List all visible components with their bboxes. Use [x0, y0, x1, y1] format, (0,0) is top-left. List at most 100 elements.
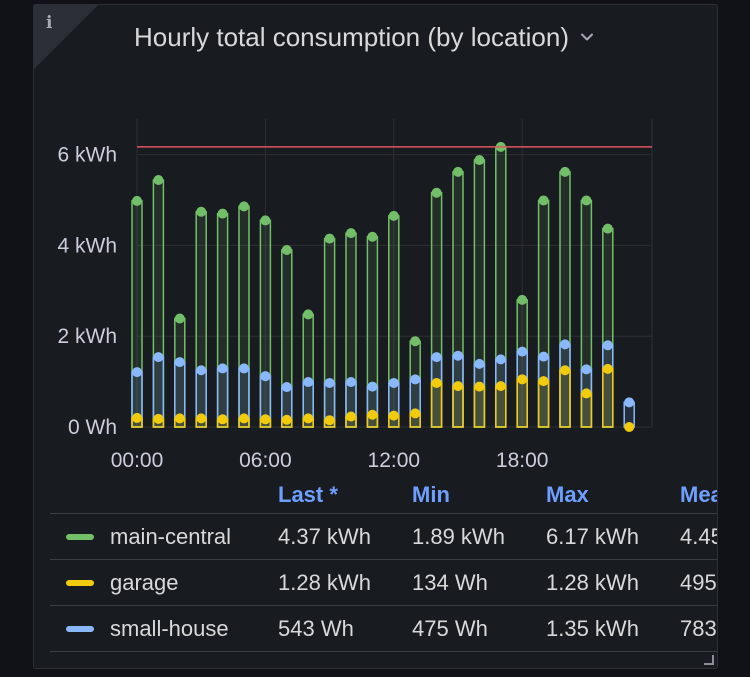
point-main-central	[303, 309, 314, 320]
bar-garage	[602, 368, 614, 428]
point-small-house	[474, 358, 485, 369]
legend-value-last: 543 Wh	[278, 615, 354, 641]
point-main-central	[453, 166, 463, 177]
point-main-central	[196, 206, 207, 217]
point-main-central	[324, 233, 335, 244]
point-main-central	[410, 336, 421, 347]
legend-header-min[interactable]: Min	[412, 482, 450, 507]
point-garage	[153, 413, 164, 424]
bar-chart: 0 Wh 2 kWh 4 kWh 6 kWh 00:00 06:00 12:00 18:00	[57, 119, 653, 472]
legend-header-row: Last * Min Max Mean	[50, 477, 717, 513]
point-main-central	[538, 195, 549, 206]
legend-series: small-house	[50, 616, 278, 642]
x-tick-label: 06:00	[239, 449, 292, 472]
legend-label[interactable]: garage	[110, 569, 179, 595]
point-small-house	[132, 367, 142, 378]
point-main-central	[239, 201, 249, 212]
point-garage	[431, 377, 442, 388]
legend-swatch-small-house	[66, 625, 94, 632]
legend-value-mean: 495 Wh	[680, 569, 717, 595]
point-garage	[132, 412, 142, 423]
bar-garage	[559, 369, 571, 428]
point-garage	[196, 413, 207, 424]
panel-header[interactable]: Hourly total consumption (by location)	[134, 21, 595, 53]
point-small-house	[281, 382, 292, 393]
point-garage	[388, 410, 399, 421]
panel: i Hourly total consumption (by location)…	[33, 4, 718, 669]
legend-series: garage	[50, 570, 278, 596]
legend-value-max: 1.28 kWh	[546, 569, 639, 595]
legend-value-last: 1.28 kWh	[278, 569, 371, 595]
y-tick-label: 6 kWh	[57, 144, 117, 167]
point-garage	[281, 414, 292, 425]
resize-handle-icon[interactable]	[704, 655, 714, 665]
point-small-house	[153, 352, 164, 363]
point-main-central	[367, 231, 378, 242]
point-small-house	[581, 364, 592, 375]
point-garage	[495, 381, 506, 392]
point-main-central	[153, 175, 164, 186]
legend-header-last[interactable]: Last *	[278, 482, 338, 507]
legend-series: main-central	[50, 524, 278, 550]
point-main-central	[581, 195, 592, 206]
bar-garage	[430, 382, 443, 428]
info-icon[interactable]: i	[46, 13, 53, 33]
point-garage	[260, 414, 271, 425]
point-main-central	[132, 195, 142, 206]
bar-garage	[580, 392, 593, 428]
legend-row-garage[interactable]: garage 1.28 kWh 134 Wh 1.28 kWh 495 Wh	[50, 559, 717, 605]
point-main-central	[260, 215, 271, 226]
panel-title[interactable]: Hourly total consumption (by location)	[134, 21, 569, 52]
point-garage	[517, 374, 528, 385]
point-main-central	[474, 155, 485, 166]
point-garage	[410, 408, 421, 419]
point-garage	[174, 413, 185, 424]
point-small-house	[410, 374, 421, 385]
point-garage	[324, 415, 335, 426]
info-corner[interactable]	[34, 5, 98, 69]
legend-value-mean: 4.45 kWh	[680, 523, 717, 549]
point-garage	[624, 422, 635, 432]
point-garage	[560, 365, 570, 376]
legend-header-mean[interactable]: Mean	[680, 482, 717, 507]
point-small-house	[538, 351, 549, 362]
point-small-house	[560, 339, 570, 350]
x-tick-label: 12:00	[368, 449, 421, 472]
point-small-house	[196, 365, 207, 376]
legend-value-mean: 783 Wh	[680, 615, 717, 641]
point-small-house	[239, 363, 249, 374]
legend-value-min: 134 Wh	[412, 569, 488, 595]
legend-value-min: 1.89 kWh	[412, 523, 505, 549]
legend-row-main-central[interactable]: main-central 4.37 kWh 1.89 kWh 6.17 kWh …	[50, 513, 717, 559]
point-main-central	[602, 223, 613, 234]
point-small-house	[517, 346, 528, 357]
point-small-house	[388, 377, 399, 388]
legend-table: Last * Min Max Mean main-central 4.37 kW…	[50, 477, 717, 652]
legend-swatch-garage	[66, 579, 94, 586]
point-garage	[602, 363, 613, 374]
point-main-central	[346, 228, 356, 239]
point-small-house	[453, 350, 463, 361]
legend-label[interactable]: small-house	[110, 615, 229, 641]
point-garage	[538, 376, 549, 387]
x-tick-label: 18:00	[496, 449, 549, 472]
point-main-central	[388, 210, 399, 221]
legend-row-small-house[interactable]: small-house 543 Wh 475 Wh 1.35 kWh 783 W…	[50, 605, 717, 652]
point-garage	[581, 388, 592, 399]
point-small-house	[260, 371, 271, 382]
chevron-down-icon[interactable]	[579, 29, 595, 45]
point-garage	[474, 381, 485, 392]
legend-swatch-main-central	[66, 533, 94, 540]
point-main-central	[560, 166, 570, 177]
point-garage	[346, 411, 356, 422]
point-small-house	[431, 352, 442, 363]
point-main-central	[431, 187, 442, 198]
point-small-house	[624, 397, 635, 408]
point-garage	[453, 381, 463, 392]
point-small-house	[495, 354, 506, 365]
bar-garage	[495, 385, 507, 428]
legend-label[interactable]: main-central	[110, 523, 232, 549]
point-garage	[239, 413, 249, 424]
legend-header-max[interactable]: Max	[546, 482, 589, 507]
point-main-central	[281, 244, 292, 255]
